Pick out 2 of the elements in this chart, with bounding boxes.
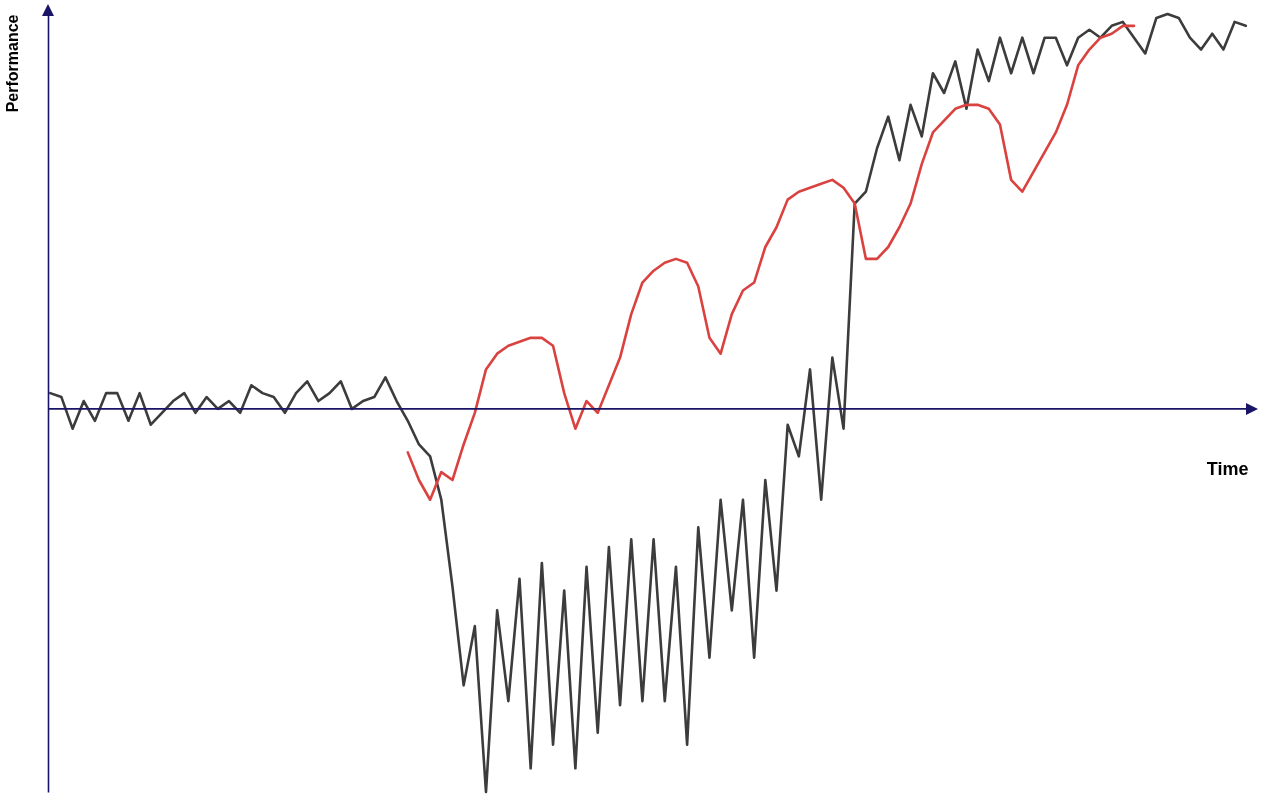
y-axis-title: Performance (3, 14, 21, 113)
x-axis-title: Time (1206, 459, 1249, 480)
